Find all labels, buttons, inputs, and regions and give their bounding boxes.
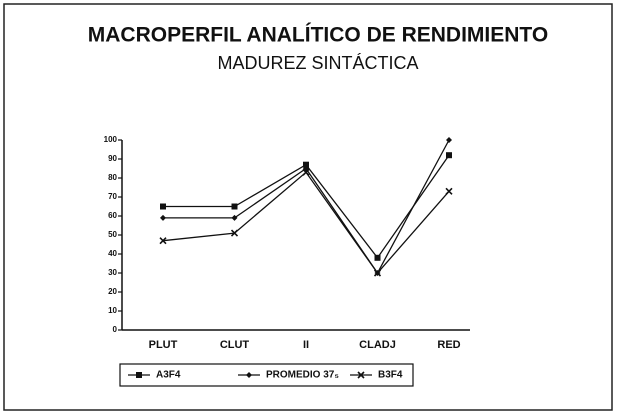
marker-square [231, 203, 238, 210]
marker-square [374, 254, 381, 261]
y-tick-label: 70 [108, 192, 117, 201]
marker-square [303, 161, 309, 168]
y-tick-label: 90 [108, 154, 117, 163]
marker-square [446, 152, 452, 159]
y-tick-label: 100 [104, 135, 118, 144]
series-line [162, 171, 450, 275]
marker-x [373, 269, 382, 277]
y-tick-label: 0 [113, 325, 118, 334]
chart-title: MACROPERFIL ANALÍTICO DE RENDIMIENTO [88, 24, 548, 47]
y-tick-label: 60 [108, 211, 117, 220]
frame [3, 3, 613, 411]
legend-label: B3F4 [378, 370, 403, 381]
y-tick-label: 40 [108, 249, 117, 258]
marker-diamond [160, 214, 166, 221]
y-tick-label: 50 [108, 230, 117, 239]
y-tick-label: 10 [108, 306, 117, 315]
marker-x [230, 229, 239, 237]
legend-label: PROMEDIO 37₅ [266, 370, 339, 381]
x-tick-label: CLUT [220, 339, 250, 351]
marker-x [302, 168, 310, 176]
y-tick-label: 30 [108, 268, 117, 277]
marker-x [357, 371, 365, 379]
marker-x [445, 187, 453, 195]
x-tick-label: II [303, 339, 309, 351]
marker-square [160, 203, 166, 210]
chart-subtitle: MADUREZ SINTÁCTICA [217, 53, 418, 73]
marker-diamond [246, 372, 252, 378]
x-tick-label: CLADJ [359, 339, 396, 351]
y-tick-label: 20 [108, 287, 117, 296]
legend-label: A3F4 [156, 370, 181, 381]
marker-x [159, 237, 167, 245]
y-tick-label: 80 [108, 173, 117, 182]
marker-diamond [231, 214, 238, 221]
marker-square [136, 372, 142, 378]
marker-diamond [446, 137, 452, 143]
legend-box [119, 363, 414, 387]
x-tick-label: RED [437, 339, 460, 351]
x-tick-label: PLUT [149, 339, 178, 351]
